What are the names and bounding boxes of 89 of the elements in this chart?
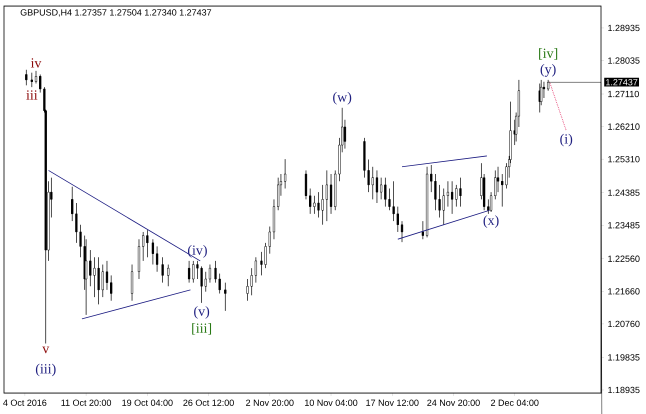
candlestick [142,232,144,262]
chart-title: GBPUSD,H4 1.27357 1.27504 1.27340 1.27437 [20,9,212,17]
candlestick [208,264,212,283]
y-tick-label: 1.25310 [608,156,640,162]
candlestick [344,119,346,150]
candlestick [224,282,226,312]
candlestick [442,188,445,226]
annotation: [iii] [192,323,212,335]
candlestick [422,220,424,240]
annotation: (x) [484,215,499,228]
annotation: [iv] [539,48,558,60]
candlestick [496,166,500,192]
candlestick [161,256,164,283]
candlestick [146,230,148,258]
y-tick-label: 1.24385 [608,189,640,196]
candlestick [309,188,312,214]
candlestick [455,184,458,207]
annotation: iii [26,90,38,100]
x-tick-label: 24 Nov 20:00 [427,400,480,406]
ref-line-label: 1.27437 [606,79,638,86]
candlestick [400,220,404,242]
candlestick [434,174,437,211]
candlestick [110,275,112,302]
candlestick [254,256,258,283]
y-tick-label: 1.19835 [608,354,640,361]
x-tick-label: 10 Nov 04:00 [305,400,358,406]
y-tick-label: 1.23485 [608,222,640,228]
candlestick [152,238,154,265]
x-tick-label: 4 Oct 2016 [3,400,46,406]
candlestick [25,69,28,86]
annotation: v [42,346,50,354]
x-tick-label: 19 Oct 04:00 [122,400,173,406]
annotation: (y) [540,64,556,77]
y-tick-label: 1.22560 [608,256,640,262]
y-tick-label: 1.21660 [608,288,640,295]
annotation: (i) [560,134,572,146]
candlestick [260,252,263,276]
candlestick [167,264,170,287]
candlestick [313,195,316,214]
candlestick [188,260,190,283]
candlestick [322,184,324,226]
candlestick [380,177,382,200]
y-tick-label: 1.28935 [608,24,640,32]
candlestick [204,271,207,292]
candlestick [392,180,395,222]
candlestick [438,184,441,218]
candlestick [450,180,454,214]
candlestick [459,177,462,207]
candlestick [276,177,280,211]
candlestick [130,264,134,302]
annotation: (iv) [188,245,207,258]
x-tick-label: 2 Dec 04:00 [491,400,539,406]
candlestick [102,264,104,298]
candlestick [396,206,399,232]
candlestick [542,81,546,98]
candlestick [317,192,320,218]
candlestick [156,246,158,272]
candlestick [384,177,386,207]
x-tick-label: 17 Nov 12:00 [366,400,419,406]
candlestick [200,266,203,304]
candlestick [192,260,194,283]
x-tick-label: 26 Oct 12:00 [183,400,234,406]
candlestick [388,188,391,211]
annotation: iv [30,58,42,68]
candlestick [372,166,374,200]
candlestick [89,250,92,287]
y-tick-label: 1.18935 [608,386,640,394]
candlestick [106,260,108,290]
annotation: (iii) [36,364,56,376]
candlestick [30,72,33,88]
candlestick [75,202,78,244]
x-tick-label: 11 Oct 20:00 [61,400,112,406]
candlestick [97,256,100,305]
y-tick-label: 1.27110 [608,90,639,98]
y-tick-label: 1.20760 [608,320,640,328]
candlestick [330,174,332,214]
annotation: (w) [333,92,352,105]
candlestick [196,260,199,280]
candlestick [326,170,328,222]
y-tick-label: 1.28035 [608,57,640,64]
candlestick [93,256,96,298]
candlestick [376,170,378,204]
y-tick-label: 1.26210 [608,123,640,130]
annotation: (v) [194,306,210,319]
candlestick [446,180,450,207]
x-tick-label: 2 Nov 20:00 [246,400,294,406]
candlestick [246,278,249,302]
candlestick [284,158,286,189]
candlestick [367,159,370,192]
